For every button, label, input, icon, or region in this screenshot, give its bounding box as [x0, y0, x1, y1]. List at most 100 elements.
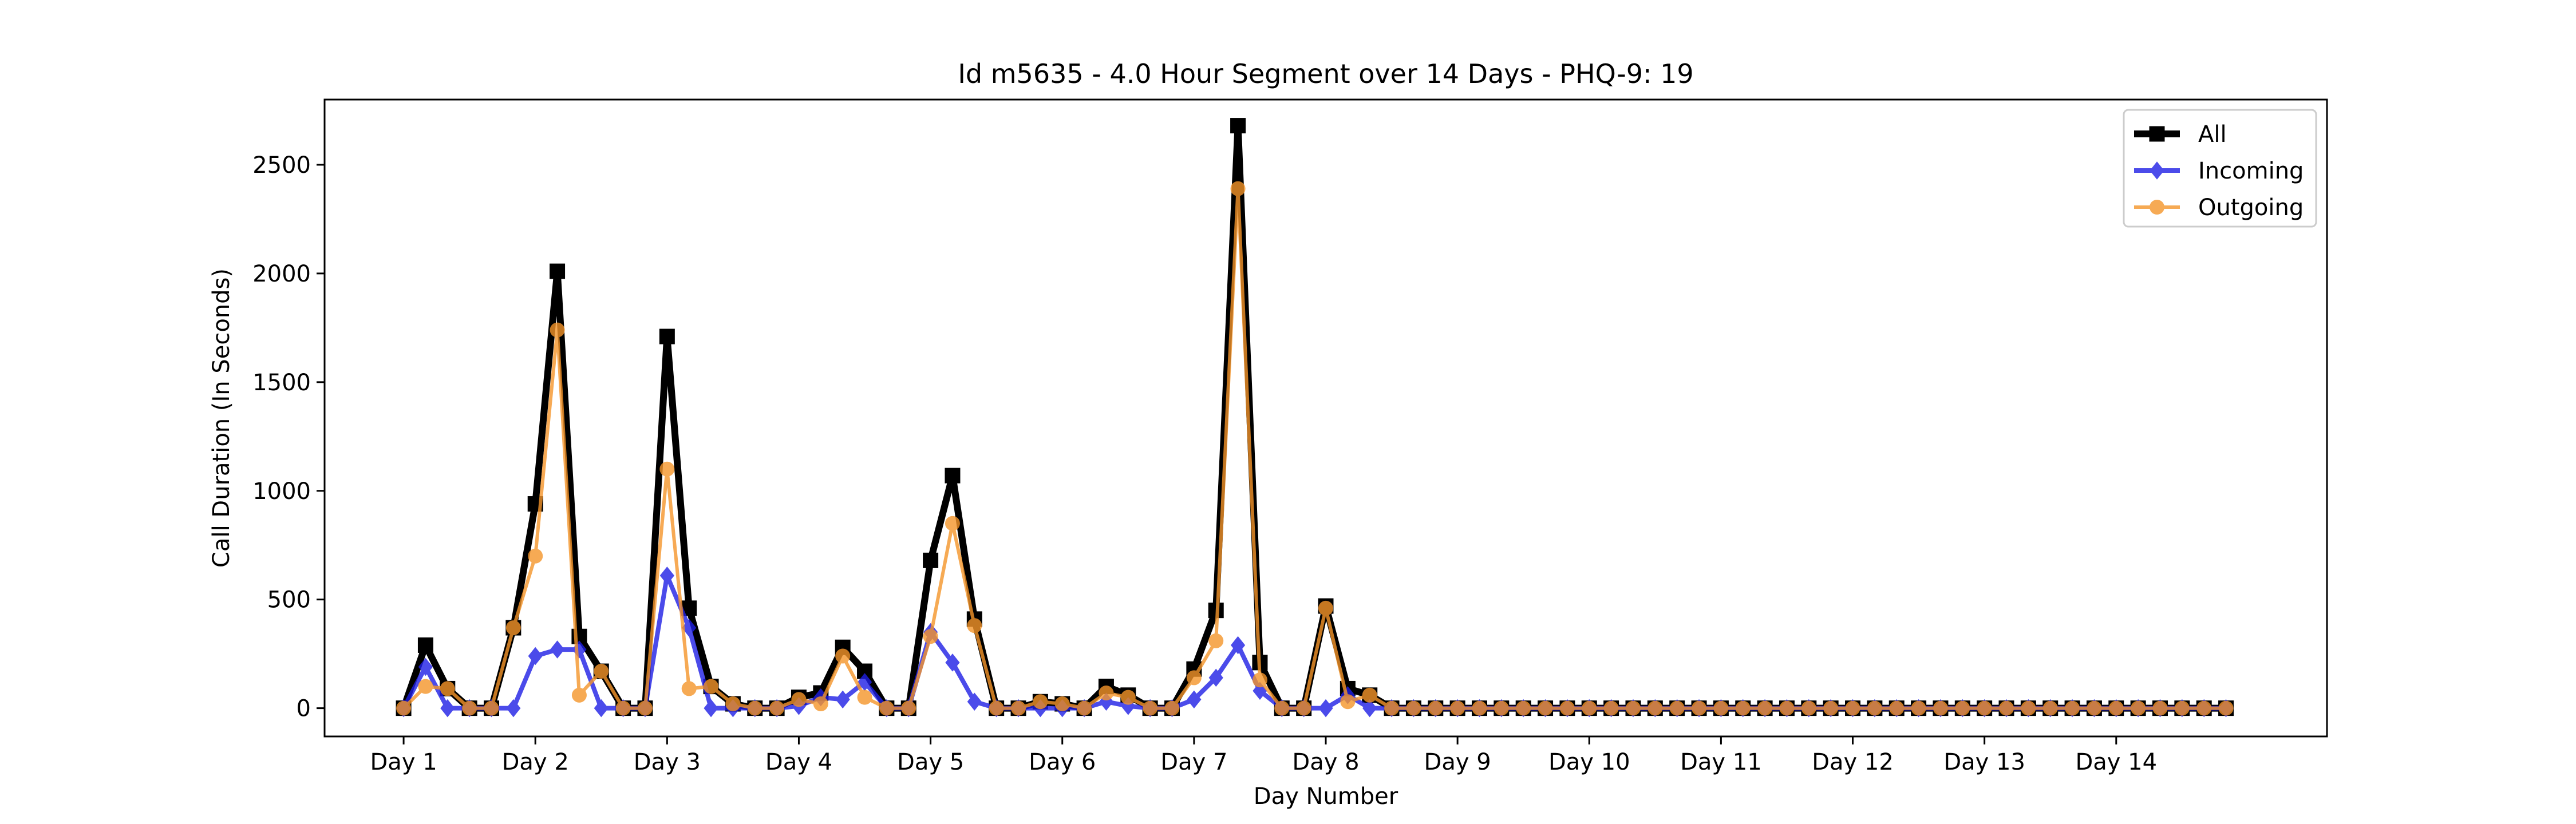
- legend-entry-all: [2134, 126, 2180, 142]
- data-point-incoming: [594, 699, 609, 718]
- data-point-outgoing: [2108, 700, 2124, 716]
- data-point-outgoing: [1801, 700, 1816, 716]
- legend: All Incoming Outgoing: [2123, 109, 2317, 228]
- data-point-outgoing: [1494, 700, 1509, 716]
- data-point-incoming: [506, 699, 521, 718]
- data-point-incoming: [857, 673, 872, 691]
- data-point-outgoing: [1186, 670, 1202, 686]
- data-point-outgoing: [1823, 700, 1839, 716]
- data-point-outgoing: [1318, 600, 1333, 616]
- y-tick-label: 500: [267, 587, 311, 613]
- x-tick-label: Day 13: [1943, 749, 2025, 775]
- data-point-outgoing: [1647, 700, 1663, 716]
- data-point-outgoing: [1889, 700, 1905, 716]
- data-point-outgoing: [1625, 700, 1641, 716]
- data-point-outgoing: [725, 696, 741, 712]
- data-point-incoming: [1208, 668, 1223, 687]
- series-outgoing: [396, 181, 2234, 716]
- data-point-outgoing: [462, 700, 477, 716]
- data-point-all: [659, 328, 675, 344]
- data-point-outgoing: [813, 696, 828, 712]
- data-point-outgoing: [1120, 690, 1136, 705]
- data-point-outgoing: [1559, 700, 1575, 716]
- data-point-outgoing: [945, 516, 960, 531]
- data-point-outgoing: [1143, 700, 1158, 716]
- data-point-incoming: [1230, 636, 1246, 655]
- data-point-outgoing: [1955, 700, 1970, 716]
- legend-entry-outgoing: [2134, 200, 2180, 215]
- data-point-incoming: [682, 619, 697, 637]
- data-point-outgoing: [659, 461, 675, 477]
- data-point-outgoing: [989, 700, 1004, 716]
- data-point-incoming: [659, 566, 674, 585]
- y-tick-label: 1500: [252, 370, 311, 396]
- data-point-outgoing: [594, 664, 609, 679]
- data-point-outgoing: [1735, 700, 1751, 716]
- data-point-outgoing: [1274, 700, 1290, 716]
- data-point-outgoing: [484, 700, 499, 716]
- legend-swatch-marker: [2149, 126, 2165, 142]
- x-tick-label: Day 6: [1029, 749, 1096, 775]
- legend-entry-incoming: [2134, 161, 2180, 180]
- data-point-outgoing: [1911, 700, 1926, 716]
- data-point-outgoing: [1230, 181, 1246, 196]
- data-point-outgoing: [2174, 700, 2190, 716]
- data-point-outgoing: [571, 687, 587, 703]
- x-tick-label: Day 14: [2075, 749, 2157, 775]
- data-point-outgoing: [1164, 700, 1180, 716]
- data-point-incoming: [967, 692, 982, 711]
- data-point-outgoing: [1296, 700, 1311, 716]
- data-point-incoming: [704, 699, 718, 718]
- data-point-outgoing: [1011, 700, 1026, 716]
- data-point-outgoing: [2131, 700, 2146, 716]
- data-point-incoming: [945, 653, 960, 672]
- y-tick-label: 2500: [252, 152, 311, 179]
- data-point-incoming: [528, 647, 543, 665]
- data-point-outgoing: [1538, 700, 1553, 716]
- data-point-outgoing: [1867, 700, 1882, 716]
- x-tick-label: Day 1: [370, 749, 437, 775]
- data-point-outgoing: [440, 681, 455, 696]
- data-point-outgoing: [1362, 687, 1377, 703]
- data-point-outgoing: [1669, 700, 1685, 716]
- series-layer: [396, 118, 2234, 718]
- data-point-incoming: [1187, 690, 1202, 709]
- y-axis-ticks: 0 500 1000 1500 2000 2500: [252, 152, 325, 722]
- x-tick-label: Day 2: [502, 749, 569, 775]
- data-point-outgoing: [1054, 696, 1070, 712]
- y-tick-label: 2000: [252, 261, 311, 287]
- data-point-outgoing: [2042, 700, 2058, 716]
- x-tick-label: Day 8: [1292, 749, 1359, 775]
- data-point-outgoing: [2218, 700, 2234, 716]
- legend-label: All: [2198, 121, 2227, 148]
- x-tick-label: Day 3: [634, 749, 701, 775]
- data-point-outgoing: [1582, 700, 1597, 716]
- x-axis-label: Day Number: [1254, 783, 1398, 810]
- data-point-outgoing: [1999, 700, 2014, 716]
- data-point-outgoing: [704, 679, 719, 694]
- data-point-outgoing: [1384, 700, 1400, 716]
- y-tick-label: 0: [297, 696, 311, 722]
- data-point-outgoing: [1406, 700, 1421, 716]
- legend-label: Incoming: [2198, 158, 2304, 184]
- legend-box: [2123, 109, 2317, 228]
- data-point-outgoing: [1033, 694, 1048, 710]
- data-point-outgoing: [1516, 700, 1531, 716]
- data-point-outgoing: [1757, 700, 1773, 716]
- data-point-outgoing: [879, 700, 894, 716]
- data-point-outgoing: [901, 700, 916, 716]
- legend-swatch-marker: [2150, 161, 2164, 180]
- data-point-outgoing: [528, 548, 543, 564]
- x-tick-label: Day 5: [897, 749, 964, 775]
- data-point-outgoing: [1977, 700, 1992, 716]
- y-tick-label: 1000: [252, 478, 311, 505]
- x-tick-label: Day 4: [765, 749, 832, 775]
- data-point-all: [923, 552, 939, 568]
- data-point-incoming: [440, 699, 455, 718]
- data-point-outgoing: [923, 629, 938, 644]
- data-point-outgoing: [1472, 700, 1487, 716]
- data-point-outgoing: [1779, 700, 1795, 716]
- data-point-outgoing: [637, 700, 653, 716]
- data-point-outgoing: [1428, 700, 1443, 716]
- data-point-outgoing: [2087, 700, 2102, 716]
